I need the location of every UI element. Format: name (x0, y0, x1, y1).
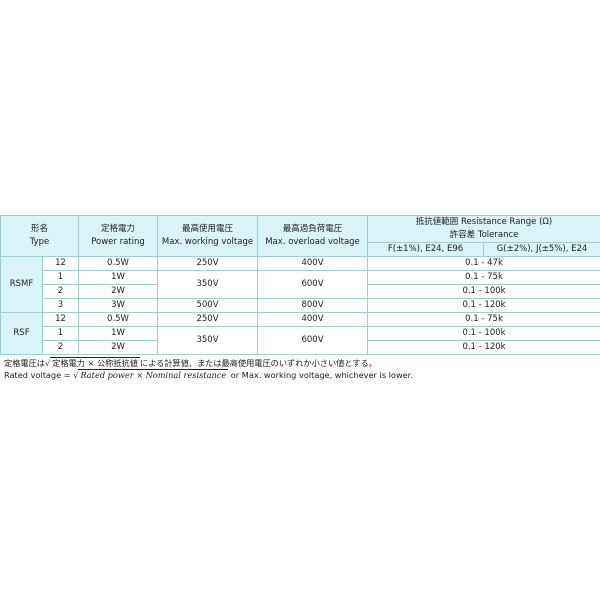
power-cell: 0.5W (78, 312, 158, 327)
header-tol-f: F(±1%), E24, E96 (367, 242, 484, 257)
sub-cell: 1 (42, 326, 79, 341)
header-tolerance: 許容差 Tolerance (366, 229, 600, 243)
power-cell: 3W (78, 298, 158, 313)
working-cell: 250V (157, 312, 258, 327)
range-cell: 0.1 - 100k (366, 284, 600, 299)
working-cell: 350V (157, 326, 258, 355)
overload-cell: 400V (257, 312, 368, 327)
table-row: RSMF 12 0.5W 250V 400V 0.1 - 47k (0, 256, 600, 313)
power-cell: 2W (78, 340, 158, 355)
table-row: RSF 12 0.5W 250V 400V 0.1 - 75k (0, 312, 600, 355)
sub-cell: 12 (42, 312, 79, 327)
overload-cell: 400V (257, 256, 368, 271)
overload-cell: 600V (257, 326, 368, 355)
table-row: 2 2W 0.1 - 100k (1, 284, 600, 299)
power-cell: 1W (78, 326, 158, 341)
range-cell: 0.1 - 120k (366, 340, 600, 355)
note-english: Rated voltage = √ Rated power × Nominal r… (4, 369, 413, 380)
working-cell: 350V (157, 270, 258, 299)
range-cell: 0.1 - 75k (366, 270, 600, 285)
header-overload-voltage: 最高過負荷電圧 Max. overload voltage (257, 215, 368, 257)
overload-cell: 800V (257, 298, 368, 313)
header-power: 定格電力 Power rating (78, 215, 158, 257)
working-cell: 250V (157, 256, 258, 271)
sub-cell: 2 (42, 284, 79, 299)
header-type: 形名 Type (0, 215, 79, 257)
range-cell: 0.1 - 100k (366, 326, 600, 341)
type-cell: RSMF (0, 256, 43, 313)
table-row: 3 3W 500V 800V 0.1 - 120k (1, 298, 600, 313)
table-row: 1 1W 350V 600V 0.1 - 75k (1, 270, 600, 299)
type-cell: RSF (0, 312, 43, 355)
header-tol-gj: G(±2%), J(±5%), E24 (482, 242, 600, 257)
sub-cell: 2 (42, 340, 79, 355)
sub-cell: 1 (42, 270, 79, 285)
sub-cell: 12 (42, 256, 79, 271)
header-resistance-range: 抵抗値範囲 Resistance Range (Ω) (366, 215, 600, 229)
working-cell: 500V (157, 298, 258, 313)
power-cell: 1W (78, 270, 158, 285)
header-working-voltage: 最高使用電圧 Max. working voltage (157, 215, 258, 257)
range-cell: 0.1 - 75k (366, 312, 600, 327)
sub-cell: 3 (42, 298, 79, 313)
range-cell: 0.1 - 120k (366, 298, 600, 313)
overload-cell: 600V (257, 270, 368, 299)
range-cell: 0.1 - 47k (366, 256, 600, 271)
power-cell: 2W (78, 284, 158, 299)
power-cell: 0.5W (78, 256, 158, 271)
note-japanese: 定格電圧は√ 定格電力 × 公称抵抗値 による計算値、または最高使用電圧のいずれか小… (4, 357, 377, 368)
table-row: 2 2W 0.1 - 120k (1, 340, 600, 355)
spec-table: 形名 Type 定格電力 Power rating 最高使用電圧 Max. worki… (0, 215, 600, 355)
table-row: 1 1W 350V 600V 0.1 - 100k (1, 326, 600, 355)
